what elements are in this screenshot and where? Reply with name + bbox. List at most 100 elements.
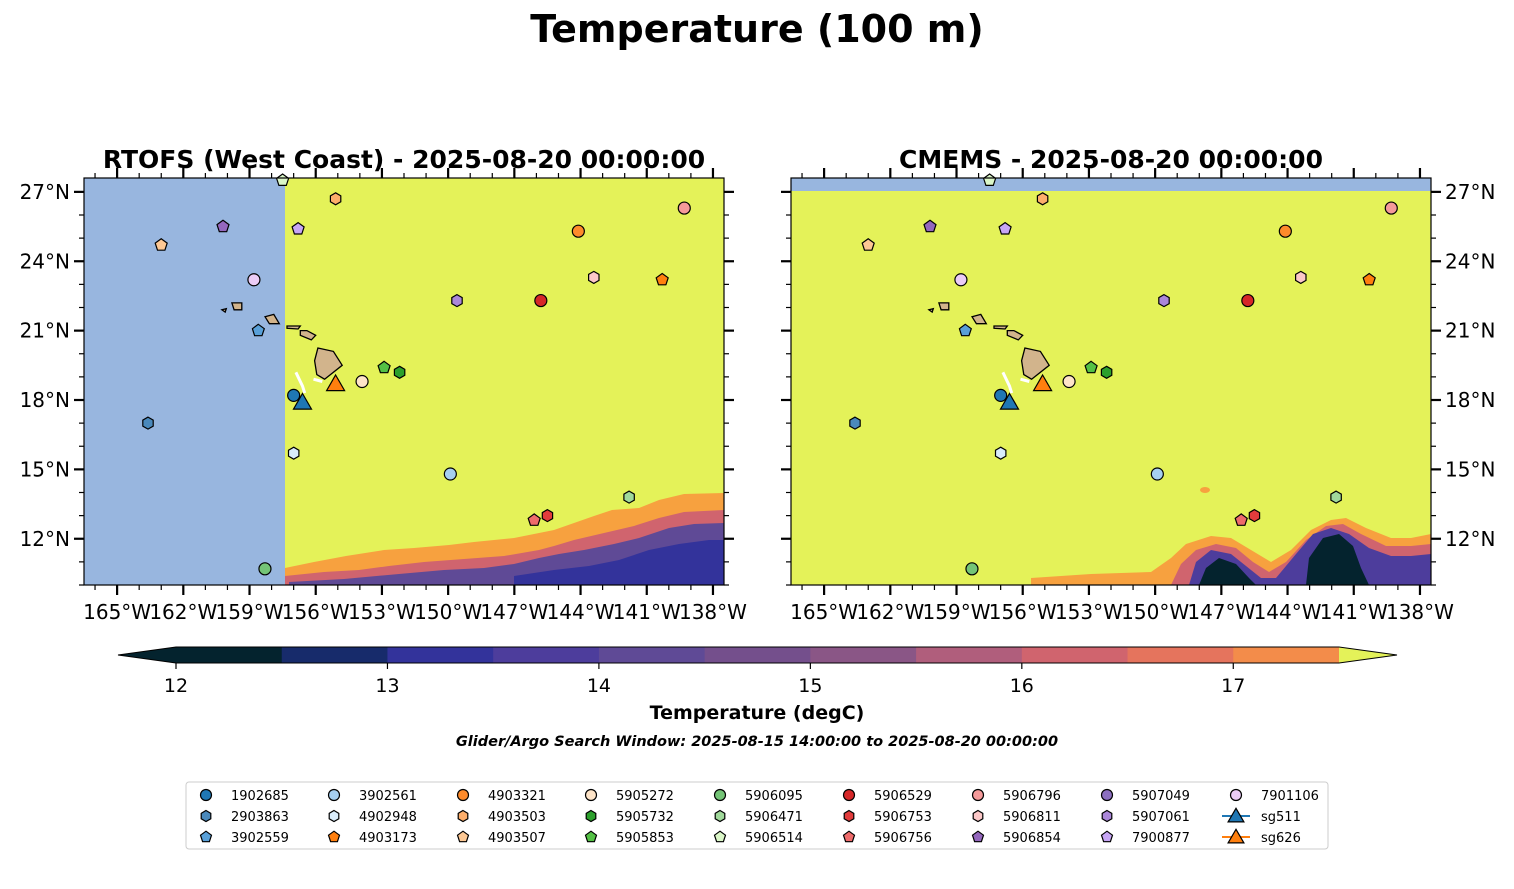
colorbar-bin bbox=[598, 647, 706, 663]
x-tick-label: 144°W bbox=[547, 600, 615, 624]
legend-label: sg626 bbox=[1261, 831, 1301, 846]
legend-marker-5905853 bbox=[584, 830, 598, 843]
legend-marker-5906796 bbox=[971, 788, 985, 802]
map-features bbox=[142, 173, 691, 576]
colorbar-bin bbox=[176, 647, 283, 663]
legend-label: 5906753 bbox=[874, 810, 932, 825]
platform-5906753 bbox=[541, 508, 554, 523]
platform-5906514 bbox=[275, 173, 290, 187]
panel-cmems: CMEMS - 2025-08-20 00:00:00 165°W162°W15… bbox=[781, 145, 1495, 624]
x-tick-label: 159°W bbox=[923, 600, 991, 624]
legend-label: 5906529 bbox=[874, 789, 932, 804]
legend-marker-4903173 bbox=[327, 830, 341, 843]
map-cmems bbox=[790, 173, 1432, 586]
map-rtofs bbox=[83, 173, 725, 586]
y-tick-label: 15°N bbox=[1445, 457, 1495, 481]
x-tick-label: 156°W bbox=[282, 600, 350, 624]
y-tick-label: 21°N bbox=[20, 319, 70, 343]
legend-marker-5907049 bbox=[1100, 788, 1114, 802]
platform-5906796 bbox=[677, 201, 691, 215]
legend-marker-2903863 bbox=[200, 809, 212, 823]
platform-7900877 bbox=[998, 221, 1012, 235]
platform-5906796 bbox=[1384, 201, 1398, 215]
legend-marker-7900877 bbox=[1100, 830, 1114, 843]
x-tick-label: 162°W bbox=[856, 600, 924, 624]
warm-water-field bbox=[791, 178, 1431, 585]
legend-label: 5906796 bbox=[1003, 789, 1061, 804]
legend-marker-5905732 bbox=[585, 809, 597, 823]
island-hawaii bbox=[313, 347, 344, 380]
colorbar-tick-label: 16 bbox=[1010, 675, 1034, 697]
colorbar-bin bbox=[1127, 647, 1234, 663]
glider-track bbox=[1020, 377, 1030, 383]
platform-7901106 bbox=[247, 273, 261, 287]
colorbar-bin bbox=[281, 647, 388, 663]
x-tick-label: 147°W bbox=[1187, 600, 1255, 624]
platform-4903321 bbox=[1278, 224, 1292, 238]
x-tick-label: 159°W bbox=[216, 600, 284, 624]
legend-marker-5907061 bbox=[1101, 809, 1113, 823]
y-tick-label: 12°N bbox=[1445, 527, 1495, 551]
platform-5905732 bbox=[1100, 365, 1113, 379]
platform-5906811 bbox=[1295, 270, 1307, 285]
colorbar-bin bbox=[387, 647, 494, 663]
search-window-note: Glider/Argo Search Window: 2025-08-15 14… bbox=[456, 734, 1058, 750]
colorbar-tick-label: 17 bbox=[1221, 675, 1245, 697]
colorbar: 12 13 14 15 16 17 bbox=[117, 646, 1398, 697]
y-tick-label: 27°N bbox=[20, 180, 70, 204]
colorbar-bin bbox=[704, 647, 811, 663]
platform-5907061 bbox=[1158, 293, 1170, 308]
x-tick-label: 165°W bbox=[790, 600, 858, 624]
platform-2903863 bbox=[142, 416, 154, 430]
legend-marker-5906471 bbox=[714, 809, 726, 823]
colorbar-tick-label: 13 bbox=[375, 675, 399, 697]
legend-label: 2903863 bbox=[231, 810, 289, 825]
figure-title: Temperature (100 m) bbox=[530, 7, 983, 51]
legend-marker-5906095 bbox=[713, 788, 727, 802]
axes-ticks: 165°W162°W159°W156°W153°W150°W147°W144°W… bbox=[20, 168, 747, 624]
y-tick-label: 18°N bbox=[1445, 388, 1495, 412]
platform-7901106 bbox=[954, 273, 968, 287]
legend-marker-5906756 bbox=[842, 830, 856, 843]
platform-4903507 bbox=[861, 238, 875, 251]
platform-5906529 bbox=[534, 293, 548, 308]
legend-label: 7900877 bbox=[1132, 831, 1190, 846]
legend-label: 5906471 bbox=[745, 810, 803, 825]
y-tick-label: 27°N bbox=[1445, 180, 1495, 204]
platform-5905853 bbox=[377, 360, 391, 374]
map-features bbox=[849, 173, 1398, 576]
legend-marker-5906514 bbox=[713, 830, 727, 843]
panel-rtofs: RTOFS (West Coast) - 2025-08-20 00:00:00… bbox=[20, 145, 748, 624]
platform-4903173 bbox=[655, 272, 669, 286]
legend-marker-sg511 bbox=[1227, 807, 1245, 823]
legend: 1902685 2903863 3902559 3902561 4902948 49031… bbox=[185, 781, 1329, 850]
cold-core bbox=[1199, 534, 1369, 585]
platform-5905272 bbox=[1062, 374, 1076, 389]
x-tick-label: 141°W bbox=[613, 600, 681, 624]
legend-marker-5906854 bbox=[971, 830, 985, 843]
x-tick-label: 162°W bbox=[149, 600, 217, 624]
x-tick-label: 144°W bbox=[1254, 600, 1322, 624]
colorbar-bin bbox=[810, 647, 917, 663]
platform-7900877 bbox=[291, 221, 305, 235]
platform-1902685 bbox=[994, 388, 1008, 402]
no-data-region bbox=[84, 178, 285, 585]
legend-marker-7901106 bbox=[1229, 788, 1243, 802]
platform-4903321 bbox=[571, 224, 585, 238]
colorbar-label: Temperature (degC) bbox=[650, 702, 865, 724]
axes-ticks: 165°W162°W159°W156°W153°W150°W147°W144°W… bbox=[781, 168, 1495, 624]
island-molokai bbox=[993, 325, 1009, 330]
legend-marker-4903507 bbox=[456, 830, 470, 843]
legend-marker-4903321 bbox=[456, 788, 470, 802]
x-tick-label: 165°W bbox=[83, 600, 151, 624]
legend-marker-1902685 bbox=[199, 788, 213, 802]
platform-5906854 bbox=[923, 219, 937, 233]
legend-marker-5906529 bbox=[842, 788, 856, 802]
legend-label: 5905732 bbox=[616, 810, 674, 825]
x-tick-label: 150°W bbox=[414, 600, 482, 624]
panel-title-rtofs: RTOFS (West Coast) - 2025-08-20 00:00:00 bbox=[103, 145, 705, 174]
legend-label: 4903321 bbox=[488, 789, 546, 804]
x-tick-label: 153°W bbox=[348, 600, 416, 624]
legend-marker-sg626 bbox=[1227, 828, 1245, 844]
platform-4902948 bbox=[994, 446, 1007, 460]
